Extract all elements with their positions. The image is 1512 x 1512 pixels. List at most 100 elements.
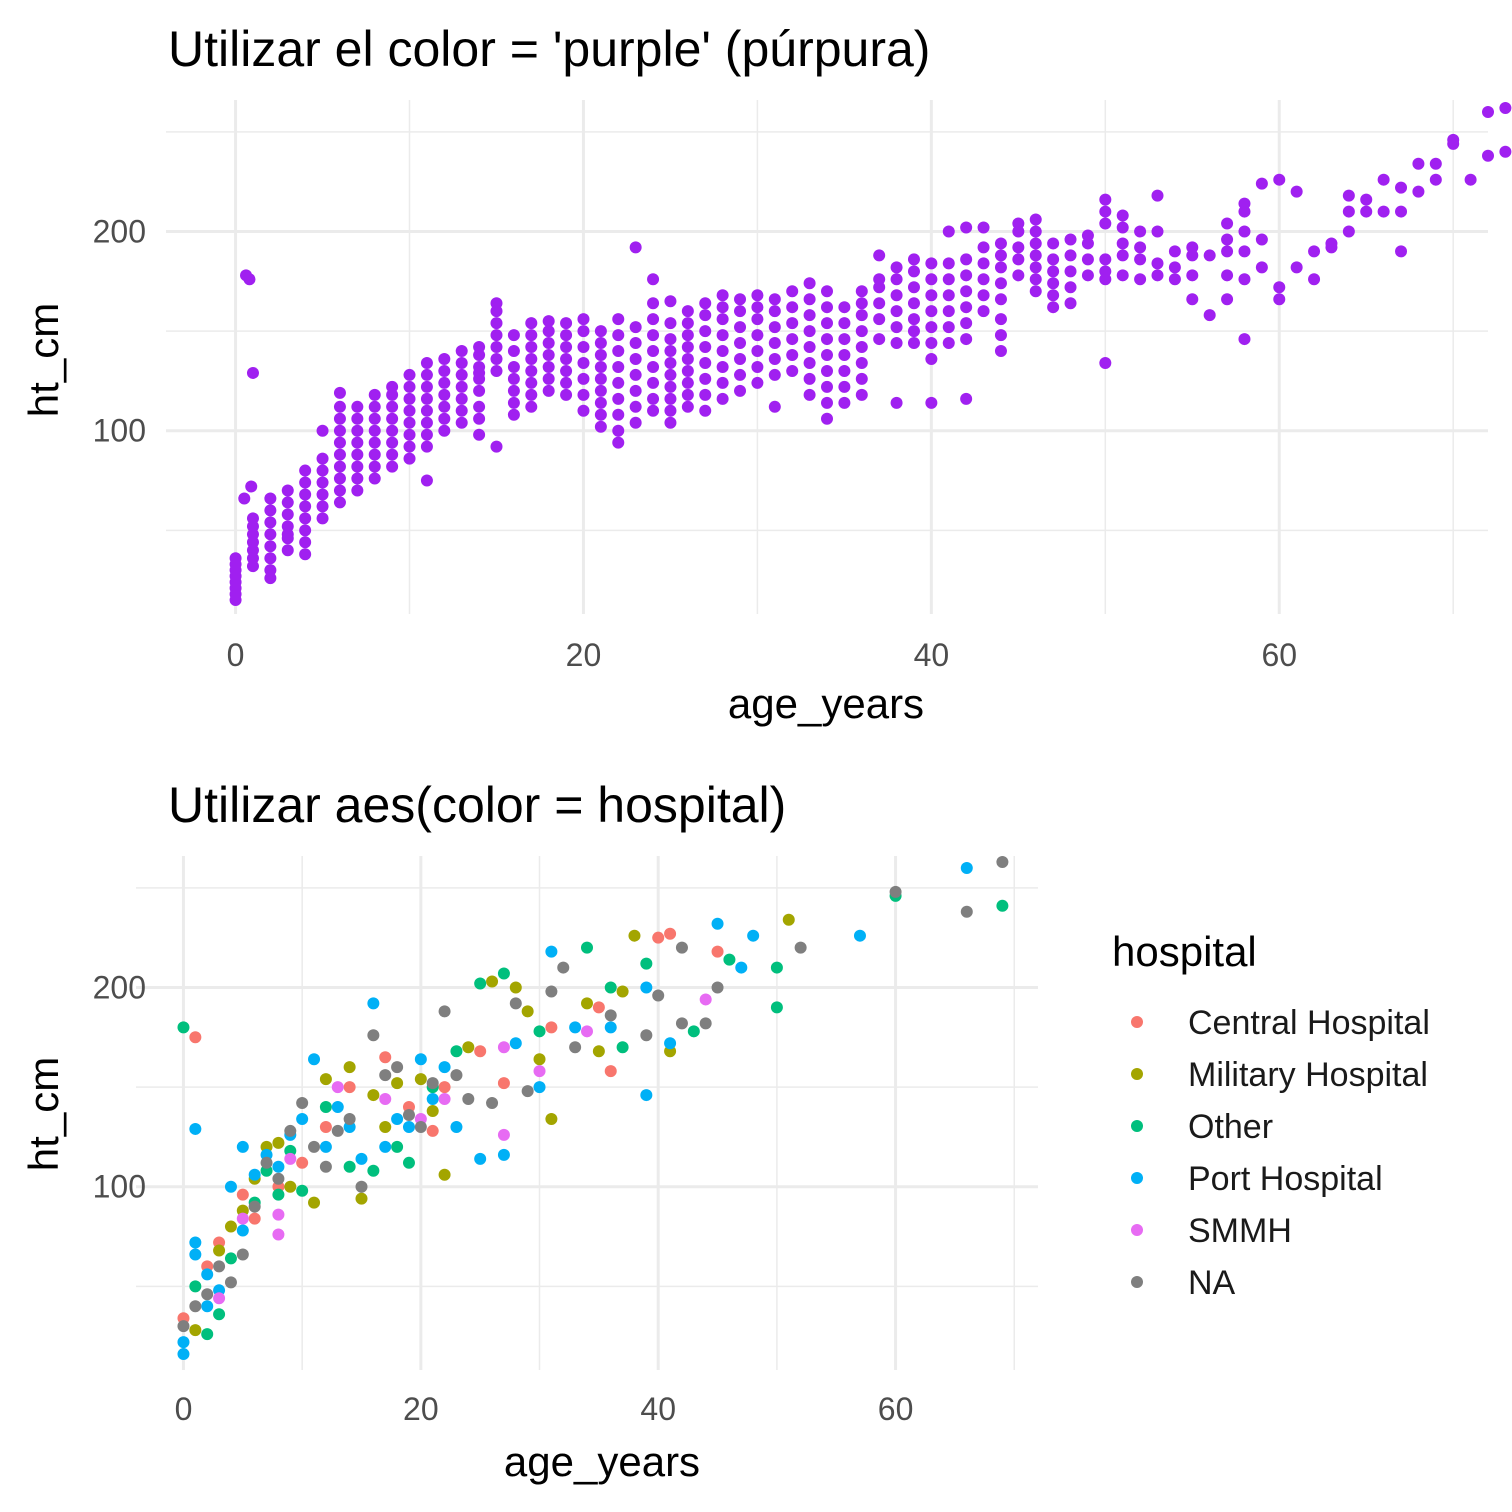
scatter-point bbox=[281, 528, 294, 541]
scatter-point bbox=[640, 957, 653, 970]
series-port-hospital bbox=[177, 861, 973, 1361]
scatter-point bbox=[716, 301, 729, 314]
scatter-point bbox=[455, 345, 468, 358]
scatter-point bbox=[681, 388, 694, 401]
scatter-point bbox=[420, 474, 433, 487]
scatter-point bbox=[236, 1224, 249, 1237]
scatter-point bbox=[907, 253, 920, 266]
scatter-point bbox=[490, 352, 503, 365]
scatter-point bbox=[664, 368, 677, 381]
scatter-point bbox=[473, 341, 486, 354]
scatter-point bbox=[521, 1085, 534, 1098]
scatter-point bbox=[560, 329, 573, 342]
scatter-point bbox=[994, 249, 1007, 262]
scatter-point bbox=[838, 349, 851, 362]
scatter-point bbox=[438, 388, 451, 401]
scatter-point bbox=[386, 460, 399, 473]
scatter-point bbox=[616, 1041, 629, 1054]
scatter-point bbox=[533, 1081, 546, 1094]
scatter-point bbox=[403, 428, 416, 441]
scatter-point bbox=[236, 1248, 249, 1261]
scatter-point bbox=[1360, 205, 1373, 218]
scatter-point bbox=[189, 1280, 202, 1293]
scatter-point bbox=[803, 325, 816, 338]
scatter-point bbox=[1168, 261, 1181, 274]
scatter-point bbox=[391, 1112, 404, 1125]
scatter-point bbox=[770, 1001, 783, 1014]
scatter-point bbox=[577, 404, 590, 417]
legend-key bbox=[1131, 1068, 1143, 1080]
scatter-point bbox=[296, 1097, 309, 1110]
scatter-point bbox=[821, 396, 833, 409]
scatter-point bbox=[594, 384, 607, 397]
legend-label: Military Hospital bbox=[1188, 1056, 1428, 1094]
scatter-point bbox=[507, 329, 520, 342]
scatter-point bbox=[594, 420, 607, 433]
scatter-point bbox=[1134, 241, 1147, 254]
scatter-point bbox=[716, 392, 729, 405]
scatter-point bbox=[367, 997, 380, 1010]
scatter-point bbox=[1360, 193, 1373, 206]
scatter-point bbox=[1221, 233, 1234, 246]
scatter-point bbox=[545, 1112, 558, 1125]
scatter-point bbox=[594, 337, 607, 350]
scatter-point bbox=[296, 1112, 309, 1125]
x-tick-label: 60 bbox=[1261, 637, 1297, 673]
scatter-point bbox=[299, 512, 312, 525]
scatter-point bbox=[664, 1037, 677, 1050]
scatter-point bbox=[299, 536, 312, 549]
scatter-point bbox=[462, 1093, 475, 1106]
scatter-point bbox=[786, 349, 799, 362]
scatter-point bbox=[542, 315, 555, 328]
scatter-point bbox=[942, 289, 955, 302]
scatter-point bbox=[1221, 293, 1234, 306]
scatter-point bbox=[838, 333, 851, 346]
scatter-point bbox=[942, 225, 955, 238]
scatter-point bbox=[664, 317, 677, 330]
scatter-point bbox=[525, 400, 538, 413]
scatter-point bbox=[474, 977, 487, 990]
scatter-point bbox=[734, 321, 747, 334]
scatter-point bbox=[560, 317, 573, 330]
scatter-point bbox=[490, 317, 503, 330]
scatter-point bbox=[368, 436, 381, 449]
scatter-point bbox=[855, 372, 868, 385]
scatter-point bbox=[368, 412, 381, 425]
scatter-point bbox=[821, 317, 833, 330]
scatter-point bbox=[604, 1021, 617, 1034]
scatter-point bbox=[455, 404, 468, 417]
scatter-point bbox=[189, 1248, 202, 1261]
scatter-point bbox=[1029, 261, 1042, 274]
scatter-point bbox=[734, 305, 747, 318]
scatter-point bbox=[462, 1041, 475, 1054]
series-smmh bbox=[213, 993, 712, 1305]
scatter-point bbox=[299, 464, 312, 477]
scatter-point bbox=[1012, 269, 1025, 282]
scatter-point bbox=[438, 1061, 451, 1074]
scatter-point bbox=[907, 325, 920, 338]
legend-item: SMMH bbox=[1131, 1212, 1292, 1250]
scatter-point bbox=[942, 305, 955, 318]
scatter-point bbox=[1064, 249, 1077, 262]
scatter-point bbox=[331, 1101, 344, 1114]
scatter-point bbox=[490, 297, 503, 310]
scatter-point bbox=[803, 372, 816, 385]
scatter-point bbox=[1203, 249, 1216, 262]
scatter-point bbox=[319, 1101, 332, 1114]
scatter-point bbox=[1499, 101, 1512, 114]
scatter-point bbox=[664, 927, 677, 940]
scatter-point bbox=[699, 309, 712, 322]
scatter-point bbox=[1429, 157, 1442, 170]
scatter-point bbox=[873, 249, 886, 262]
legend-key bbox=[1131, 1120, 1143, 1132]
scatter-point bbox=[525, 329, 538, 342]
x-tick-label: 20 bbox=[566, 637, 602, 673]
scatter-point bbox=[977, 289, 990, 302]
scatter-point bbox=[803, 277, 816, 290]
scatter-point bbox=[1029, 237, 1042, 250]
scatter-point bbox=[1342, 189, 1355, 202]
scatter-point bbox=[201, 1300, 214, 1313]
scatter-point bbox=[299, 488, 312, 501]
scatter-point bbox=[734, 293, 747, 306]
scatter-point bbox=[189, 1122, 202, 1135]
